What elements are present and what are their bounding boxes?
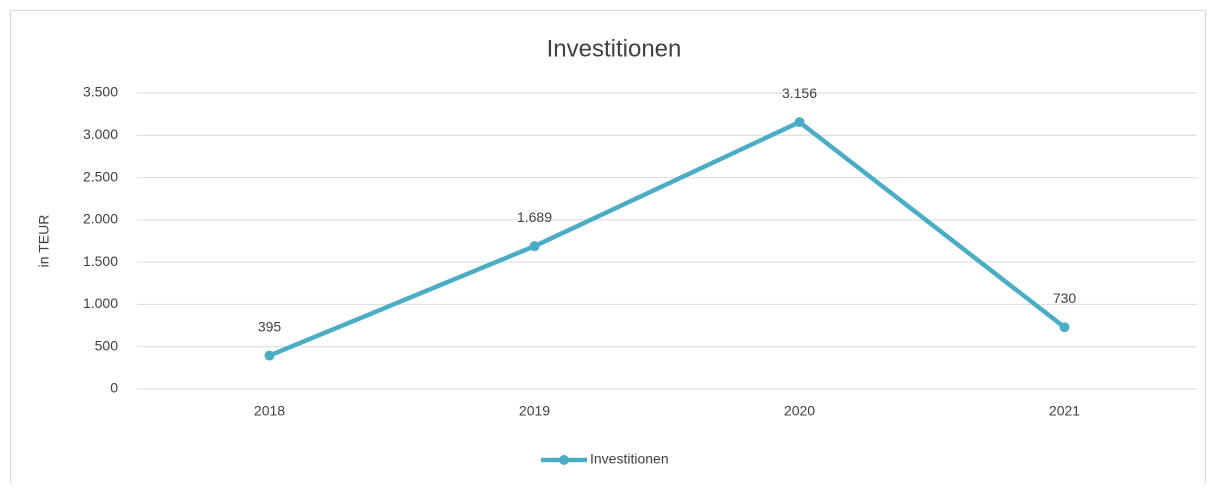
data-label: 730 [1053, 290, 1077, 306]
y-tick-label: 1.000 [83, 295, 118, 311]
point [529, 241, 540, 252]
point [264, 350, 275, 361]
y-tick-label: 0 [110, 380, 118, 396]
chart-border [10, 10, 1206, 488]
point [1059, 322, 1070, 333]
y-tick-label: 3.500 [83, 84, 118, 100]
x-tick-label: 2018 [254, 403, 285, 419]
x-tick-label: 2020 [784, 403, 815, 419]
data-label: 3.156 [782, 85, 817, 101]
y-tick-label: 2.500 [83, 168, 118, 184]
legend-label: Investitionen [590, 451, 669, 467]
y-tick-label: 3.000 [83, 126, 118, 142]
y-axis-label: in TEUR [36, 215, 52, 268]
x-tick-label: 2019 [519, 403, 550, 419]
line [268, 119, 1066, 358]
x-tick-label: 2021 [1049, 403, 1080, 419]
chart-title: Investitionen [547, 35, 682, 62]
y-tick-label: 2.000 [83, 211, 118, 227]
y-tick-label: 1.500 [83, 253, 118, 269]
y-tick-label: 500 [95, 337, 119, 353]
legend-marker [559, 455, 569, 465]
point [794, 117, 805, 128]
data-label: 1.689 [517, 209, 552, 225]
data-label: 395 [258, 318, 282, 334]
